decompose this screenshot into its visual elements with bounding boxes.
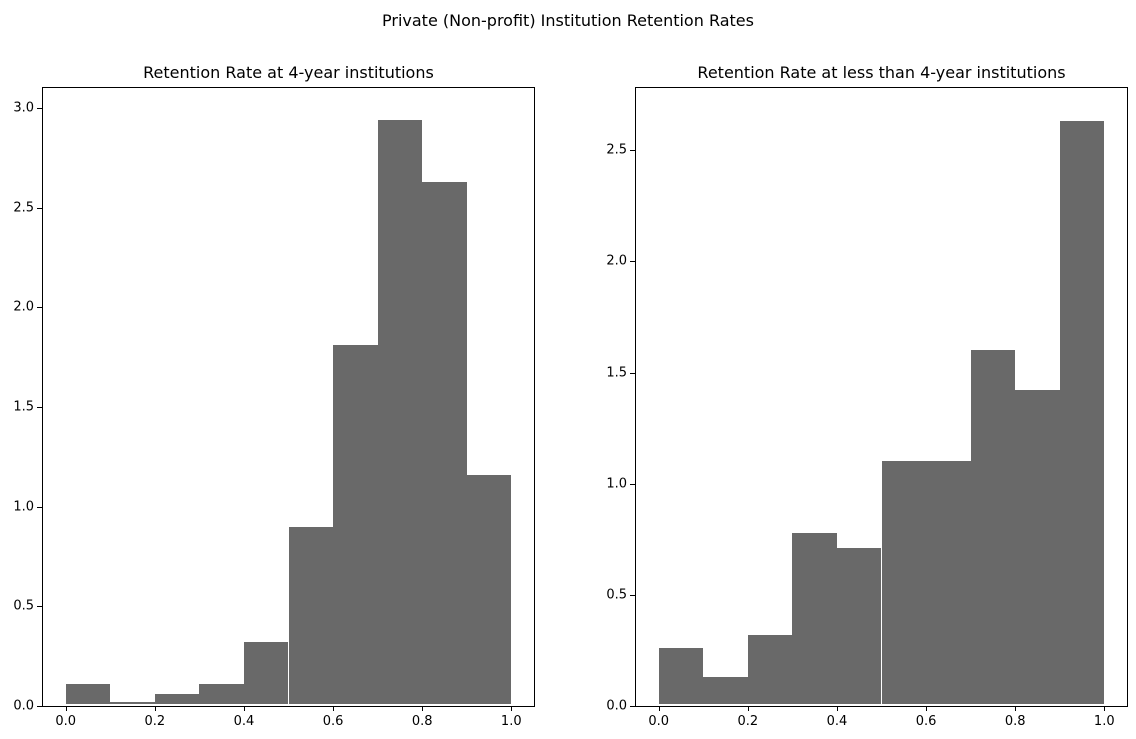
x-tick-label: 0.2 — [144, 714, 166, 729]
x-axis-tick — [926, 706, 928, 711]
y-axis-tick — [630, 483, 635, 485]
y-axis-tick — [37, 506, 42, 508]
x-axis-tick — [422, 706, 424, 711]
y-tick-label: 2.0 — [13, 299, 34, 315]
histogram-bar — [243, 642, 289, 704]
figure-title: Private (Non-profit) Institution Retenti… — [382, 11, 754, 30]
histogram-bar — [333, 345, 378, 704]
histogram-bar — [792, 532, 837, 704]
y-tick-label: 1.0 — [13, 499, 34, 515]
histogram-bar — [199, 684, 244, 704]
subplot-4year: Retention Rate at 4-year institutions 0.… — [13, 63, 535, 729]
y-axis-tick — [630, 706, 635, 707]
x-axis-tick — [154, 706, 156, 711]
subplot-less-than-4year-title: Retention Rate at less than 4-year insti… — [697, 63, 1066, 82]
y-axis-tick — [630, 150, 635, 152]
x-axis-tick — [1104, 706, 1106, 711]
y-axis-tick — [37, 207, 42, 209]
y-tick-label: 0.0 — [13, 698, 34, 714]
subplot-less-than-4year: Retention Rate at less than 4-year insti… — [606, 63, 1128, 729]
y-tick-label: 2.5 — [13, 200, 34, 216]
histogram-bar — [1059, 121, 1105, 704]
x-axis-tick — [333, 706, 335, 711]
y-axis-tick — [37, 706, 42, 707]
x-tick-label: 1.0 — [500, 714, 522, 729]
histogram-bar — [926, 461, 971, 704]
y-axis-tick — [37, 406, 42, 408]
y-tick-label: 2.0 — [606, 253, 627, 269]
y-axis-tick — [630, 594, 635, 596]
x-axis-tick — [511, 706, 513, 711]
x-axis-tick — [243, 706, 245, 711]
x-tick-label: 0.8 — [411, 714, 433, 729]
x-tick-label: 0.8 — [1004, 714, 1026, 729]
histogram-bar — [422, 181, 467, 704]
histogram-bar — [154, 694, 200, 704]
histogram-bar — [881, 461, 927, 704]
y-tick-label: 1.5 — [606, 365, 627, 381]
y-tick-label: 0.5 — [13, 598, 34, 614]
histogram-bar — [65, 684, 111, 704]
x-tick-label: 0.4 — [233, 714, 255, 729]
histogram-bar — [466, 474, 512, 704]
y-tick-label: 3.0 — [13, 100, 34, 116]
histogram-bar — [1015, 390, 1060, 704]
histogram-bar — [703, 677, 748, 704]
x-tick-label: 0.2 — [737, 714, 759, 729]
x-tick-label: 0.6 — [915, 714, 937, 729]
x-axis-tick — [658, 706, 660, 711]
histogram-bar — [377, 119, 423, 704]
subplot-4year-title: Retention Rate at 4-year institutions — [143, 63, 434, 82]
histogram-bar — [970, 350, 1016, 704]
histogram-bar — [288, 526, 334, 704]
y-tick-label: 2.5 — [606, 142, 627, 158]
y-tick-label: 0.0 — [606, 698, 627, 714]
x-tick-label: 0.4 — [826, 714, 848, 729]
y-axis-tick — [630, 372, 635, 374]
y-tick-label: 0.5 — [606, 587, 627, 603]
y-tick-label: 1.0 — [606, 476, 627, 492]
x-axis-tick — [747, 706, 749, 711]
y-axis-tick — [37, 606, 42, 608]
histogram-bar — [658, 648, 704, 704]
y-tick-label: 1.5 — [13, 399, 34, 415]
x-tick-label: 0.0 — [648, 714, 670, 729]
x-tick-label: 1.0 — [1093, 714, 1115, 729]
x-tick-label: 0.6 — [322, 714, 344, 729]
y-axis-tick — [37, 107, 42, 109]
x-axis-tick — [65, 706, 67, 711]
histogram-bar — [836, 548, 882, 704]
histogram-bar — [110, 702, 155, 704]
y-axis-tick — [37, 307, 42, 309]
x-axis-tick — [1015, 706, 1017, 711]
y-axis-tick — [630, 261, 635, 263]
x-tick-label: 0.0 — [55, 714, 77, 729]
histogram-bar — [747, 634, 793, 704]
x-axis-tick — [836, 706, 838, 711]
